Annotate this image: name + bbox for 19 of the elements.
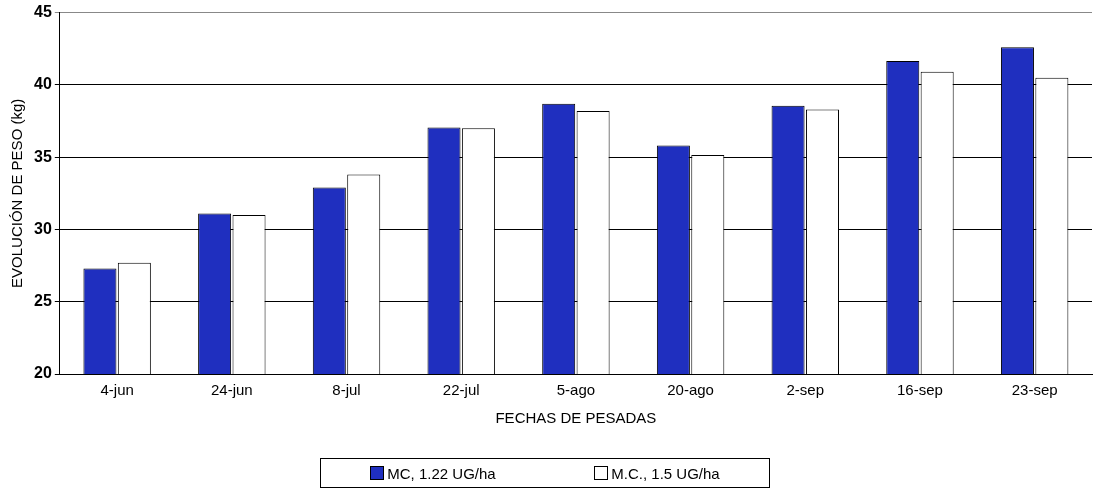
series-label: M.C., 1.5 UG/ha bbox=[611, 464, 720, 482]
x-tick-label: 5-ago bbox=[556, 381, 596, 399]
x-tick-label: 20-ago bbox=[667, 381, 714, 399]
x-tick-label: 23-sep bbox=[1011, 381, 1058, 399]
legend-label: MC, 1.22 UG/ha bbox=[387, 464, 496, 482]
x-tick-label: 2-sep bbox=[786, 381, 825, 399]
x-tick-label: 16-sep bbox=[897, 381, 943, 399]
x-tick-label: 8-jul bbox=[332, 381, 361, 399]
y-tick-label: 20 bbox=[34, 364, 52, 382]
x-axis-title: FECHAS DE PESADAS bbox=[495, 409, 657, 427]
y-axis-title: EVOLUCIÓN DE PESO (kg) bbox=[8, 98, 26, 288]
y-tick-label: 30 bbox=[34, 219, 52, 237]
x-tick-label: 4-jun bbox=[100, 381, 134, 399]
x-tick-label: 22-jul bbox=[442, 381, 480, 399]
x-tick-label: 24-jun bbox=[210, 381, 253, 399]
y-tick-label: 40 bbox=[34, 75, 52, 93]
y-tick-label: 35 bbox=[34, 147, 52, 165]
y-tick-label: 45 bbox=[34, 3, 52, 21]
y-tick-label: 25 bbox=[34, 292, 52, 310]
